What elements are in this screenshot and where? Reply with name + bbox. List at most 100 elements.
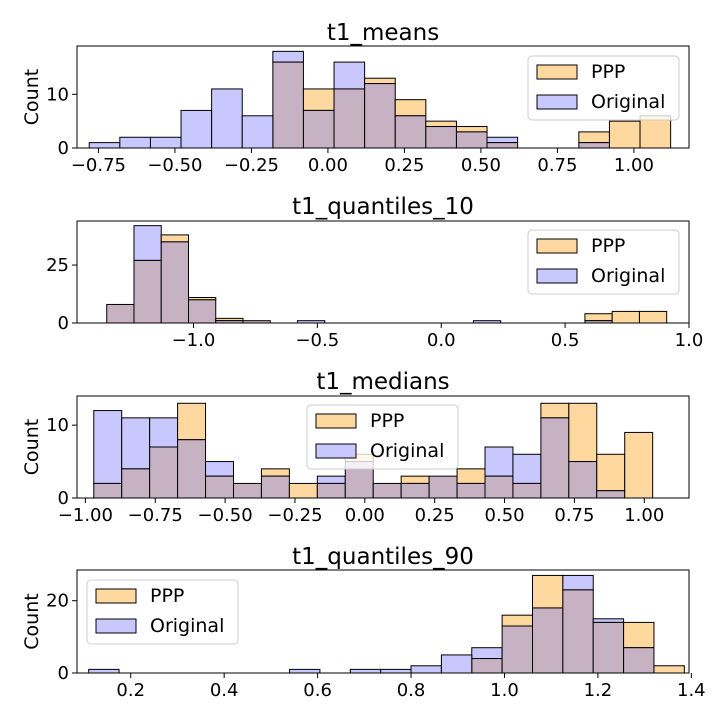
overlap-bar [592, 621, 625, 674]
overlap-bar [531, 607, 564, 674]
original-bar [440, 654, 473, 674]
original-bar [121, 417, 151, 470]
plot-title: t1_quantiles_10 [292, 194, 474, 220]
x-tick-label: 0.2 [116, 680, 145, 701]
ppp-bar [425, 120, 457, 128]
ppp-bar [501, 614, 533, 627]
axes-frame [76, 45, 690, 149]
original-bar [333, 61, 366, 90]
legend-label: PPP [370, 410, 404, 432]
original-bar [486, 136, 519, 144]
plot-title: t1_medians [316, 369, 449, 395]
x-tick-label: 0.00 [345, 505, 385, 526]
overlap-bar [149, 446, 179, 499]
x-tick-label: 0.5 [551, 330, 580, 351]
y-tick-label: 0 [58, 488, 69, 509]
y-tick-label: 10 [46, 415, 69, 436]
original-bar [205, 461, 234, 477]
ppp-bar [568, 402, 598, 463]
ppp-bar [608, 120, 641, 149]
overlap-bar [428, 475, 458, 499]
legend-label: PPP [591, 61, 625, 83]
overlap-bar [484, 475, 514, 499]
overlap-bar [578, 142, 610, 149]
ppp-bar [288, 482, 318, 499]
original-bar [289, 668, 321, 674]
ppp-bar [596, 453, 626, 492]
overlap-bar [106, 303, 135, 324]
original-bar [272, 50, 304, 63]
overlap-bar [471, 658, 503, 674]
ppp-bar [160, 234, 189, 243]
overlap-bar [455, 131, 488, 149]
x-tick-label: 1.0 [490, 680, 519, 701]
original-bar [562, 574, 594, 591]
x-tick-label: −0.5 [295, 330, 339, 351]
x-tick-label: 1.00 [624, 505, 664, 526]
x-tick-label: 0.25 [415, 505, 455, 526]
original-bar [149, 417, 179, 448]
legend-swatch [315, 443, 357, 459]
legend-label: Original [591, 91, 665, 113]
overlap-bar [400, 482, 430, 499]
ppp-bar [638, 310, 668, 324]
subplot-1: t1_means Count −0.75 −0.50 −0.25 0.00 0.25 0.50… [21, 20, 690, 176]
original-bar [410, 665, 442, 674]
legend-swatch [536, 94, 578, 110]
original-bar [241, 115, 274, 149]
x-tick-label: 0.75 [537, 155, 577, 176]
x-tick-label: 1.2 [584, 680, 613, 701]
overlap-bar [486, 142, 519, 149]
legend-label: PPP [591, 235, 625, 257]
overlap-bar [562, 589, 594, 674]
original-bar [93, 410, 123, 484]
x-tick-label: 0.0 [427, 330, 456, 351]
ppp-bar [578, 131, 610, 144]
original-bar [88, 142, 121, 149]
original-bar [149, 136, 182, 149]
overlap-bar [333, 88, 366, 149]
legend-label: Original [370, 440, 444, 462]
overlap-bar [425, 126, 457, 149]
x-tick-label: 0.4 [210, 680, 239, 701]
y-tick-label: 25 [46, 255, 69, 276]
original-bar [211, 88, 243, 149]
x-tick-label: −0.25 [267, 505, 322, 526]
ppp-bar [364, 77, 396, 85]
legend-swatch [315, 413, 357, 429]
overlap-bar [205, 475, 234, 499]
x-tick-label: −0.50 [198, 505, 253, 526]
ppp-bar [177, 402, 207, 441]
overlap-bar [121, 468, 151, 499]
x-tick-label: −1.0 [172, 330, 216, 351]
overlap-bar [456, 482, 486, 499]
x-tick-label: −0.75 [128, 505, 183, 526]
ppp-bar [400, 475, 430, 484]
y-axis-label: Count [21, 69, 43, 125]
y-tick-label: 0 [58, 138, 69, 159]
original-bar [349, 668, 382, 674]
ppp-bar [624, 431, 654, 499]
overlap-bar [372, 482, 402, 499]
overlap-bar [302, 109, 335, 149]
overlap-bar [316, 482, 346, 499]
x-tick-label: −0.50 [147, 155, 202, 176]
ppp-bar [584, 313, 613, 322]
overlap-bar [623, 647, 655, 674]
legend-label: Original [591, 265, 665, 287]
ppp-bar [302, 88, 335, 111]
x-tick-label: 0.75 [554, 505, 594, 526]
original-bar [380, 668, 412, 674]
ppp-bar [531, 574, 564, 609]
x-tick-label: 1.00 [614, 155, 654, 176]
subplot-4: t1_quantiles_90 Count 0.2 0.4 0.6 0.8 1.0 1.2 1.… [21, 544, 706, 701]
overlap-bar [133, 259, 162, 324]
overlap-bar [260, 475, 290, 499]
legend-label: PPP [150, 585, 184, 607]
legend: PPP Original [86, 579, 239, 645]
original-bar [592, 618, 625, 623]
overlap-bar [394, 115, 427, 149]
original-bar [484, 446, 514, 477]
ppp-bar [540, 402, 570, 419]
